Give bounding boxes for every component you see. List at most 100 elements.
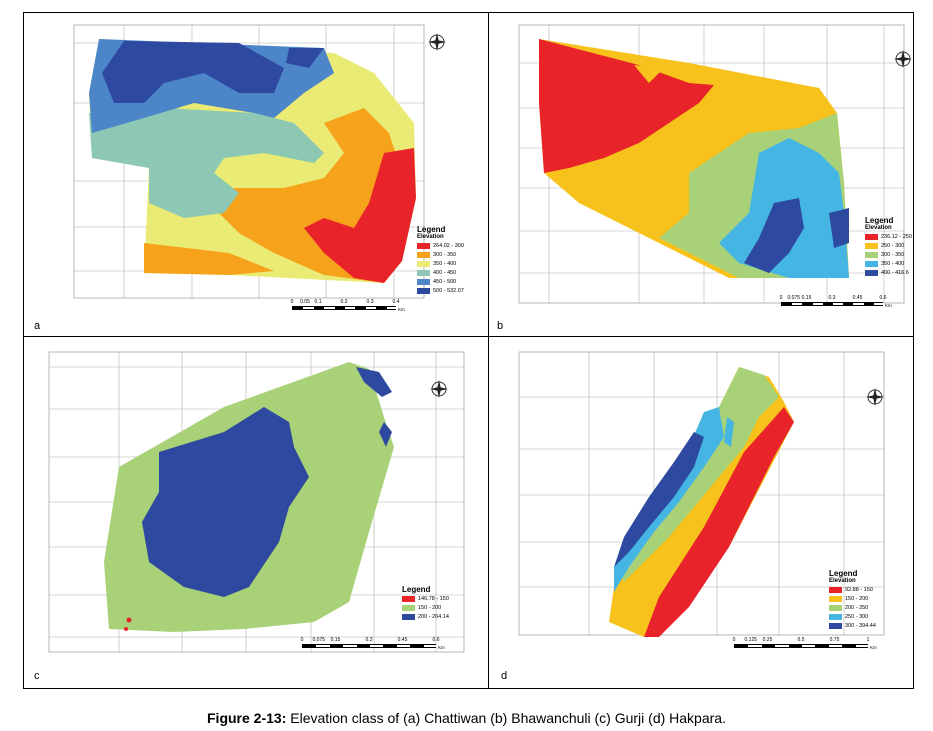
scale-tick-label: 0.45 [397, 637, 408, 643]
panel-letter-a: a [34, 320, 41, 332]
legend-item-label: 450 - 500 [433, 278, 457, 285]
elevation-shape-red [644, 407, 794, 637]
legend-swatch [417, 251, 430, 258]
elevation-shape-dark-blue-2 [829, 208, 849, 248]
legend-item: 264.02 - 300 [417, 241, 483, 250]
legend-item: 92.88 - 150 [829, 585, 905, 594]
legend-swatch [417, 278, 430, 285]
scale-tick-label: 0.3 [365, 637, 373, 643]
legend-item: 146.78 - 150 [402, 594, 482, 603]
legend-swatch [417, 242, 430, 249]
legend-item: 300 - 350 [865, 250, 913, 259]
scale-tick-label: 0.3 [366, 299, 374, 305]
legend-item: 200 - 264.14 [402, 612, 482, 621]
scale-tick-label: 0.1 [314, 299, 322, 305]
elevation-shape-dark-blue [744, 198, 804, 273]
north-arrow-icon [430, 380, 448, 398]
legend-swatch [865, 251, 878, 258]
legend-item: 200 - 250 [829, 603, 905, 612]
panel-divider-horizontal [24, 336, 913, 337]
elevation-shape-red [539, 39, 714, 173]
scale-tick-label: 0 [732, 637, 736, 643]
legend-item: 350 - 400 [417, 259, 483, 268]
scale-tick-label: 0 [779, 295, 783, 301]
legend-swatch [865, 242, 878, 249]
scale-bar-graphic [734, 644, 869, 648]
legend-title: Legend [417, 225, 446, 234]
map-panel-d: Legend Elevation 92.88 - 150 150 - 200 200 -… [489, 337, 915, 690]
figure-frame: Legend Elevation 264.02 - 300 300 - 350 350 … [23, 12, 914, 689]
scale-bar-graphic [292, 306, 397, 310]
scale-tick-label: 0.3 [828, 295, 836, 301]
map-a-canvas [73, 24, 446, 299]
map-panel-a: Legend Elevation 264.02 - 300 300 - 350 350 … [24, 13, 488, 336]
legend-item-label: 146.78 - 150 [418, 595, 449, 602]
scale-tick-label: 0.25 [762, 637, 773, 643]
scale-tick-label: 0.6 [879, 295, 887, 301]
legend-b: Legend Elevation 236.12 - 250 250 - 300 300 … [865, 216, 913, 277]
scale-bar-b: 0 0.075 0.15 0.3 0.45 0.6 Km [779, 295, 899, 308]
elevation-shape-dark-blue-2 [286, 48, 324, 68]
elevation-shape-red-2 [124, 627, 128, 631]
legend-item-label: 150 - 200 [845, 595, 869, 602]
scale-bar-d: 0 0.125 0.25 0.5 0.75 1 Km [732, 637, 884, 650]
legend-item-label: 250 - 300 [845, 613, 869, 620]
legend-item-label: 264.02 - 300 [433, 242, 464, 249]
figure-caption-text: Elevation class of (a) Chattiwan (b) Bha… [286, 710, 726, 726]
elevation-shape-light-green [619, 367, 779, 582]
elevation-shape-dark-blue [142, 407, 309, 597]
legend-subtitle: Elevation [829, 578, 856, 584]
panel-letter-b: b [497, 320, 504, 332]
legend-item-label: 300 - 350 [881, 251, 905, 258]
figure-caption-label: Figure 2-13: [207, 710, 287, 726]
elevation-shape-dark-blue-2 [356, 367, 392, 397]
elevation-shape-red [304, 148, 416, 283]
legend-swatch [865, 260, 878, 267]
map-c-canvas [48, 351, 465, 653]
legend-swatch [417, 269, 430, 276]
map-panel-b: Legend Elevation 236.12 - 250 250 - 300 300 … [489, 13, 915, 336]
legend-item-label: 250 - 300 [881, 242, 905, 249]
legend-item: 400 - 450 [417, 268, 483, 277]
legend-item: 450 - 500 [417, 277, 483, 286]
legend-swatch [865, 269, 878, 276]
legend-swatch [829, 604, 842, 611]
scale-tick-label: 0 [300, 637, 304, 643]
map-d-canvas [518, 351, 885, 637]
legend-swatch [417, 260, 430, 267]
scale-tick-label: 0.45 [852, 295, 863, 301]
scale-unit: Km [398, 307, 405, 312]
scale-tick-label: 0.4 [392, 299, 400, 305]
legend-item-label: 200 - 250 [845, 604, 869, 611]
scale-tick-label: 0.125 [744, 637, 758, 643]
legend-swatch [829, 586, 842, 593]
legend-item: 300 - 394.44 [829, 621, 905, 630]
legend-item: 300 - 350 [417, 250, 483, 259]
figure-caption: Figure 2-13: Elevation class of (a) Chat… [0, 710, 933, 726]
panel-letter-c: c [34, 670, 40, 682]
legend-d: Legend Elevation 92.88 - 150 150 - 200 200 -… [829, 569, 905, 630]
legend-item-label: 300 - 350 [433, 251, 457, 258]
scale-tick-label: 0.15 [801, 295, 812, 301]
legend-item-label: 200 - 264.14 [418, 613, 449, 620]
legend-swatch [417, 287, 430, 294]
legend-subtitle: Elevation [865, 225, 892, 231]
legend-swatch [402, 604, 415, 611]
legend-item: 400 - 416.6 [865, 268, 913, 277]
legend-item-label: 500 - 532.07 [433, 287, 464, 294]
legend-item: 150 - 200 [829, 594, 905, 603]
scale-tick-label: 0.075 [787, 295, 801, 301]
north-arrow-icon [894, 50, 912, 68]
legend-c: Legend 146.78 - 150 150 - 200 200 - 264.14 [402, 585, 482, 621]
scale-unit: Km [870, 645, 877, 650]
scale-tick-label: 0.075 [312, 637, 326, 643]
panel-letter-d: d [501, 670, 508, 682]
scale-tick-label: 0.2 [340, 299, 348, 305]
north-arrow-icon [866, 388, 884, 406]
scale-unit: Km [438, 645, 445, 650]
legend-swatch [402, 613, 415, 620]
scale-tick-label: 0.15 [330, 637, 341, 643]
scale-tick-label: 1 [866, 637, 870, 643]
elevation-shape-orange-2 [144, 243, 274, 275]
legend-item-label: 236.12 - 250 [881, 233, 912, 240]
